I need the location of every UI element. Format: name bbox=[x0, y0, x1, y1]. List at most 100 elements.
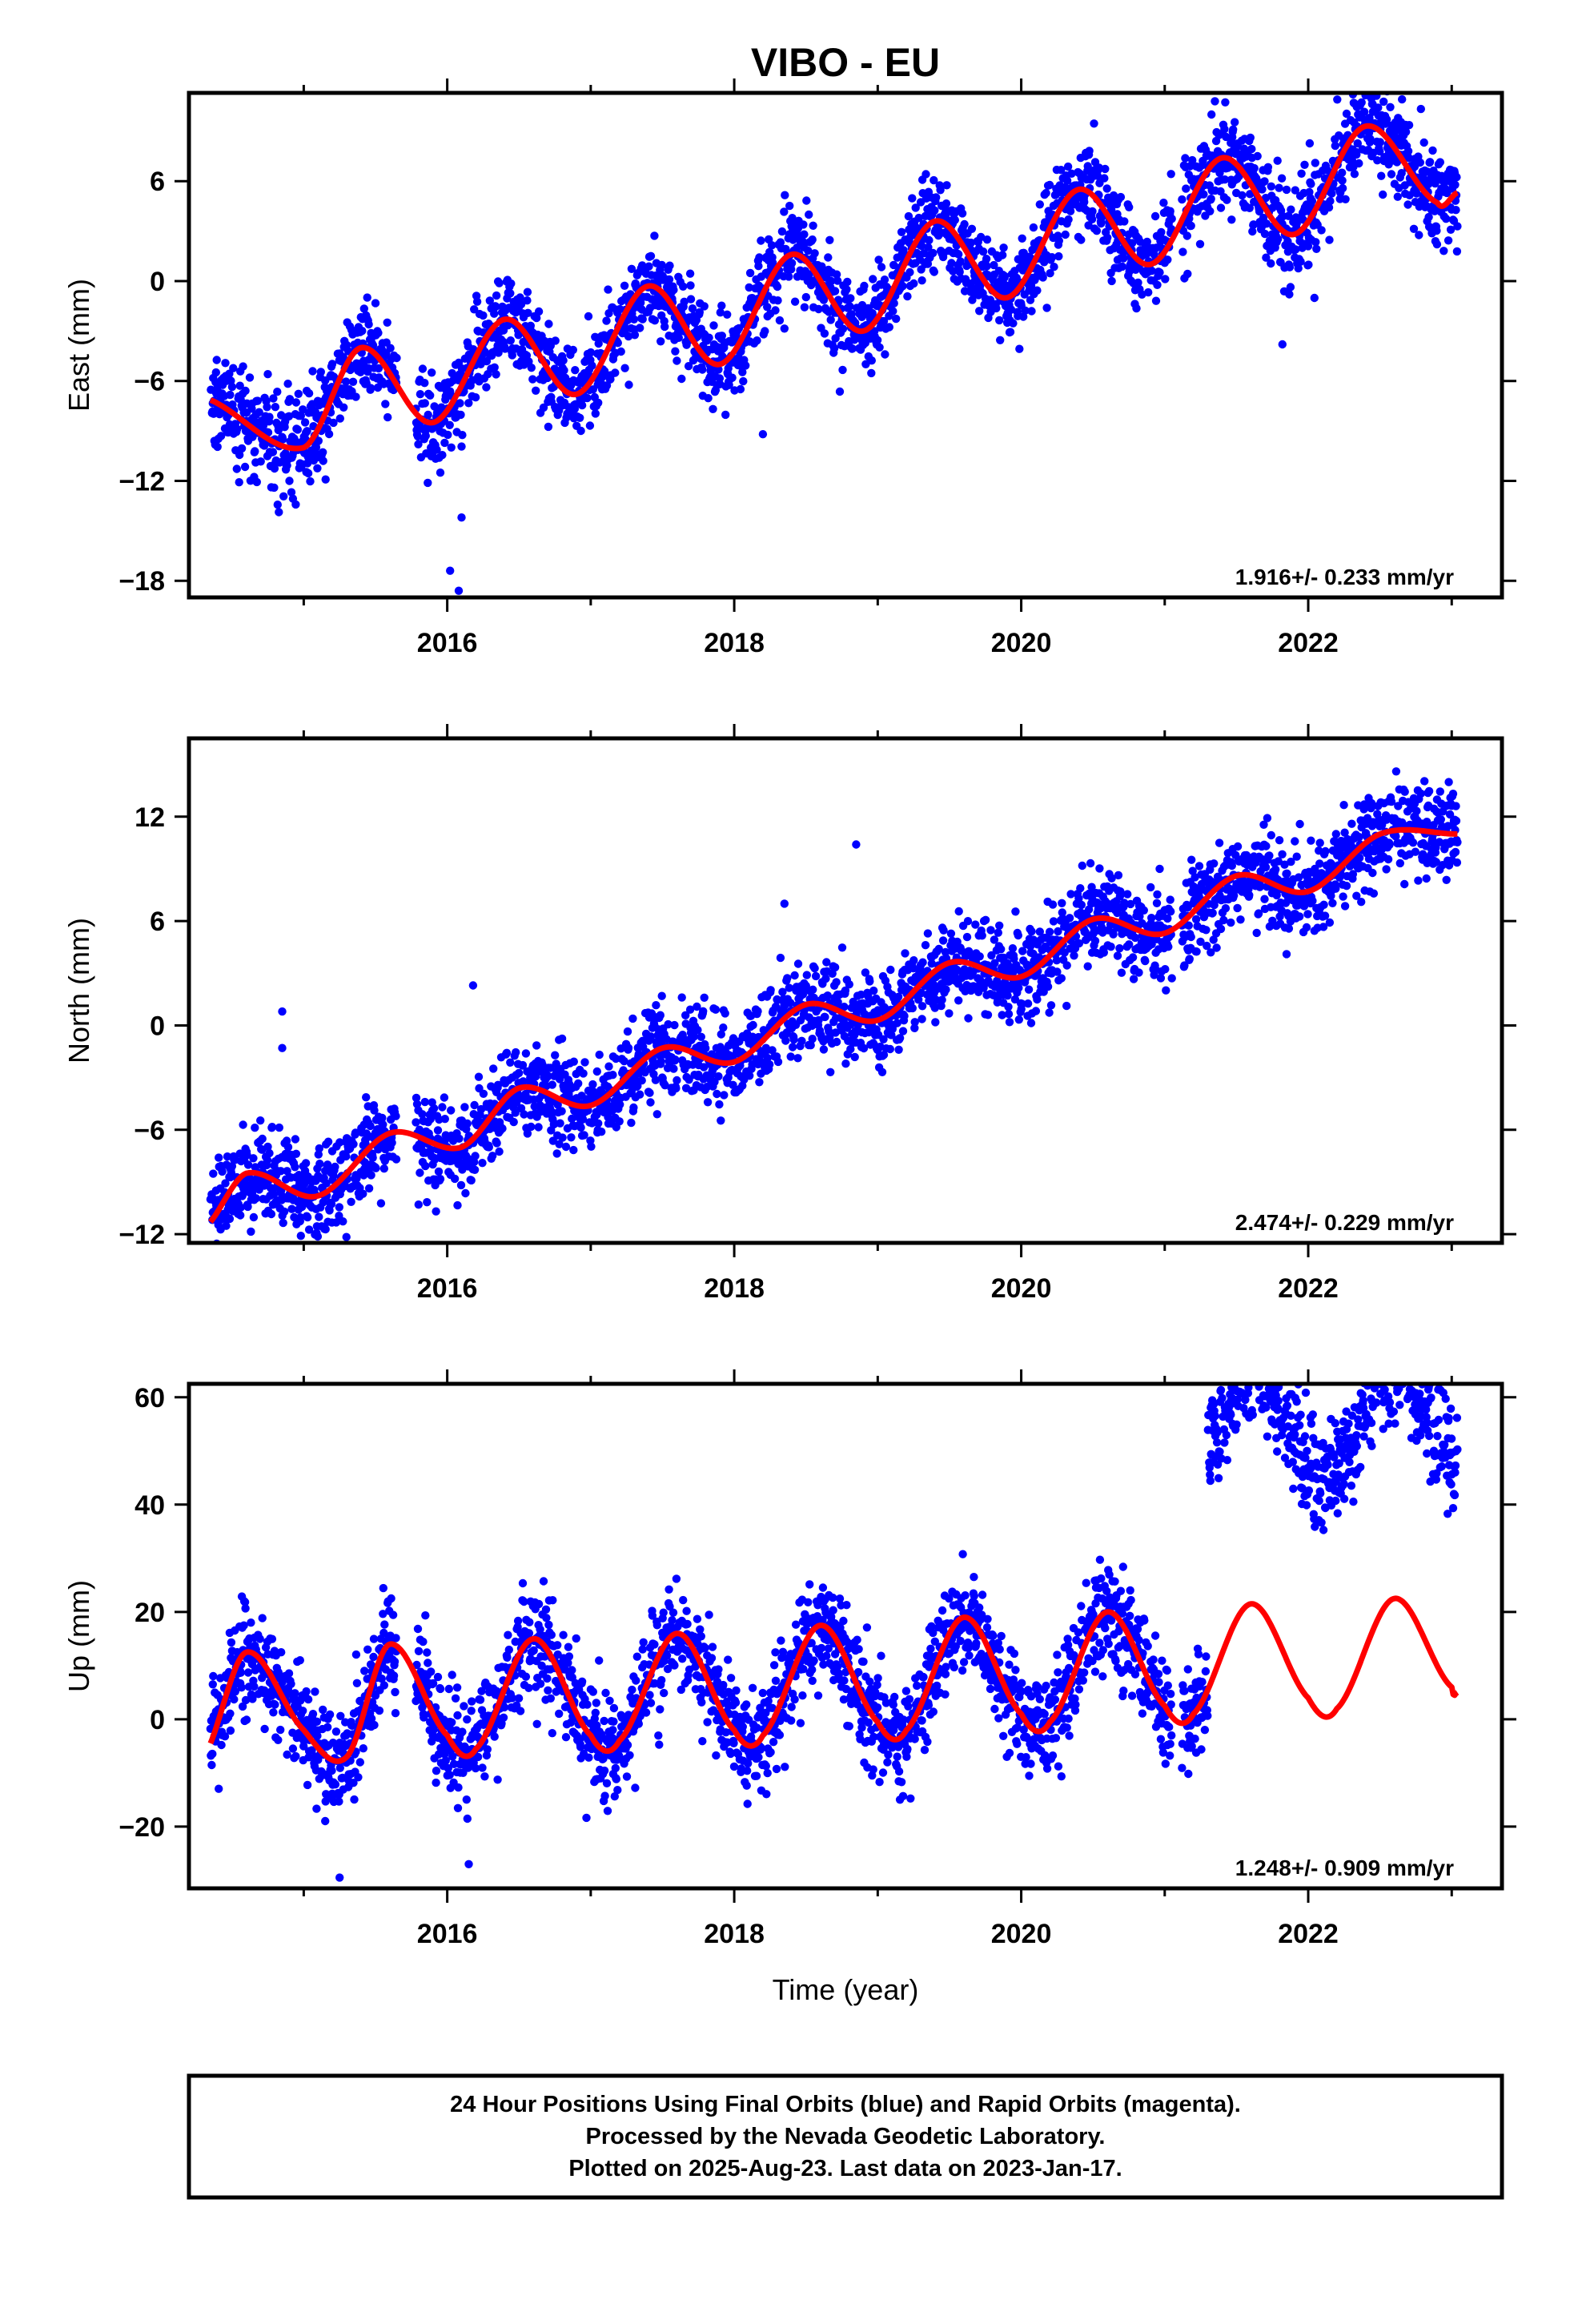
data-point bbox=[287, 1204, 296, 1213]
data-point bbox=[1054, 236, 1064, 245]
data-point bbox=[998, 251, 1007, 259]
data-point bbox=[347, 1197, 355, 1207]
data-point bbox=[471, 393, 480, 402]
data-point bbox=[1374, 103, 1383, 112]
data-point bbox=[684, 362, 693, 371]
data-point bbox=[548, 1080, 556, 1089]
data-point bbox=[1199, 190, 1208, 199]
data-point bbox=[646, 251, 656, 260]
data-point bbox=[418, 364, 428, 373]
data-point bbox=[681, 1011, 690, 1020]
data-point bbox=[1100, 174, 1109, 183]
data-point bbox=[296, 1232, 305, 1240]
data-point bbox=[786, 999, 795, 1007]
data-point bbox=[840, 1003, 849, 1011]
data-point bbox=[1359, 107, 1369, 116]
data-point bbox=[464, 399, 473, 408]
data-point bbox=[1090, 936, 1100, 946]
data-point bbox=[553, 1100, 562, 1109]
data-point bbox=[1248, 227, 1257, 236]
data-point bbox=[239, 1120, 247, 1129]
data-point bbox=[450, 1174, 460, 1184]
data-point bbox=[963, 917, 973, 926]
data-point bbox=[923, 929, 933, 938]
data-point bbox=[1247, 144, 1256, 154]
data-point bbox=[1220, 125, 1229, 134]
data-point bbox=[303, 468, 313, 478]
data-point bbox=[212, 356, 221, 364]
data-point bbox=[245, 373, 255, 382]
data-point bbox=[494, 348, 503, 357]
data-point bbox=[1042, 304, 1051, 312]
data-point bbox=[992, 304, 1001, 313]
data-point bbox=[1027, 307, 1036, 316]
data-point bbox=[848, 344, 857, 353]
data-point bbox=[580, 1058, 589, 1067]
data-point bbox=[1014, 1015, 1024, 1024]
data-point bbox=[1004, 1010, 1014, 1019]
data-point bbox=[1331, 141, 1340, 151]
data-point bbox=[576, 1123, 585, 1132]
data-point bbox=[1088, 207, 1097, 216]
data-point bbox=[591, 409, 600, 418]
data-point bbox=[256, 457, 265, 466]
data-point bbox=[1138, 290, 1146, 299]
data-point bbox=[315, 1144, 323, 1153]
data-point bbox=[999, 243, 1008, 252]
data-point bbox=[1452, 247, 1462, 256]
data-point bbox=[595, 1050, 604, 1059]
data-point bbox=[977, 232, 986, 242]
data-point bbox=[569, 1057, 578, 1066]
data-point bbox=[1043, 982, 1053, 991]
data-point bbox=[1163, 255, 1172, 264]
data-point bbox=[958, 209, 967, 218]
data-point bbox=[620, 281, 629, 290]
data-point bbox=[1267, 259, 1275, 268]
data-point bbox=[1047, 253, 1057, 262]
data-point bbox=[1362, 75, 1370, 83]
data-point bbox=[1078, 861, 1087, 870]
data-point bbox=[745, 268, 755, 278]
data-point bbox=[524, 357, 533, 366]
data-point bbox=[869, 275, 877, 283]
data-point bbox=[576, 426, 585, 436]
data-point bbox=[374, 364, 383, 373]
data-point bbox=[1085, 147, 1094, 155]
data-point bbox=[478, 1159, 487, 1168]
data-point bbox=[846, 294, 855, 303]
data-point bbox=[379, 1120, 387, 1129]
data-point bbox=[1015, 344, 1024, 353]
data-point bbox=[749, 1020, 757, 1030]
data-point bbox=[929, 248, 938, 258]
data-point bbox=[1419, 138, 1428, 147]
data-point bbox=[996, 336, 1005, 344]
data-point bbox=[456, 399, 464, 408]
data-point bbox=[990, 260, 998, 270]
data-point bbox=[421, 1161, 430, 1171]
data-point bbox=[263, 370, 272, 379]
data-point bbox=[514, 1068, 524, 1078]
data-point-outlier bbox=[1211, 97, 1219, 106]
data-point bbox=[1182, 184, 1191, 193]
data-point bbox=[358, 327, 367, 336]
data-point bbox=[491, 302, 500, 312]
data-point bbox=[1006, 328, 1015, 336]
data-point bbox=[685, 1005, 695, 1014]
data-point bbox=[956, 257, 965, 266]
data-point bbox=[773, 296, 782, 305]
data-point bbox=[704, 394, 713, 403]
data-point bbox=[768, 1046, 777, 1055]
data-point bbox=[685, 1076, 693, 1084]
data-point bbox=[1080, 198, 1089, 207]
data-point bbox=[623, 1027, 632, 1036]
data-point bbox=[227, 1162, 237, 1171]
data-point bbox=[942, 181, 951, 190]
data-point bbox=[677, 993, 686, 1002]
data-point bbox=[436, 1175, 445, 1184]
data-point bbox=[942, 985, 950, 994]
data-point bbox=[479, 311, 488, 320]
data-point bbox=[908, 1003, 917, 1013]
data-point bbox=[661, 1081, 669, 1090]
data-point bbox=[823, 991, 833, 1000]
